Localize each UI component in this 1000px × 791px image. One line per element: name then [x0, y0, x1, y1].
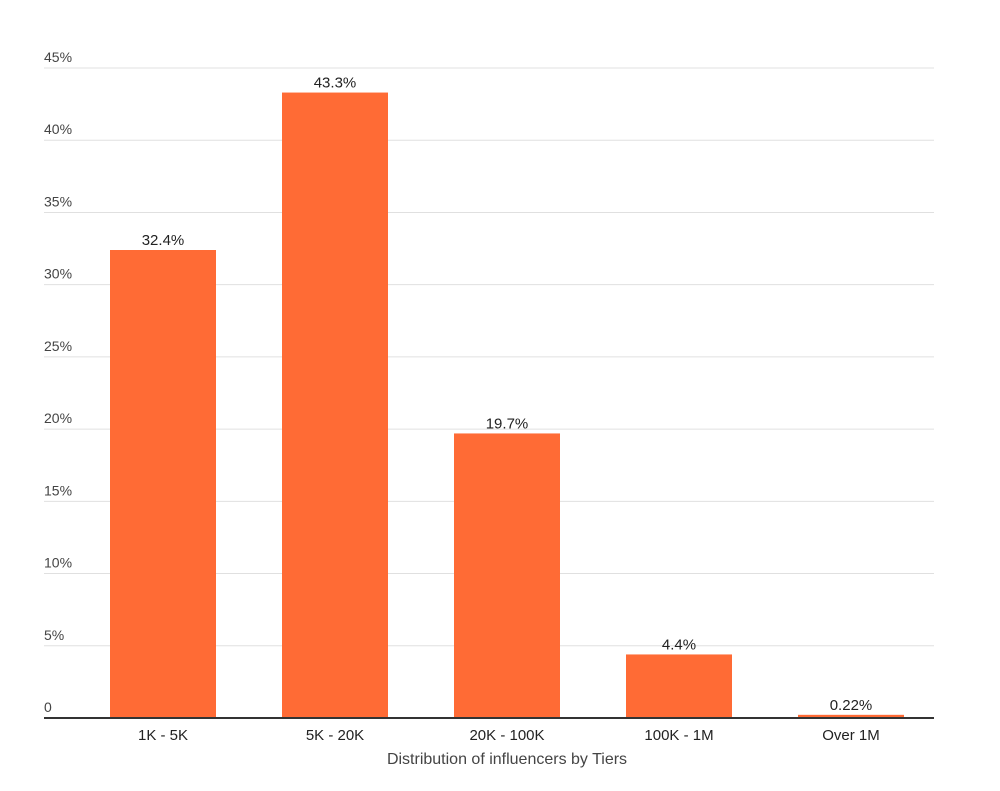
data-labels: 32.4% 43.3% 19.7% 4.4% 0.22%: [142, 75, 873, 714]
x-tick-label: 1K - 5K: [138, 727, 188, 744]
data-label: 32.4%: [142, 232, 185, 249]
y-tick-label: 35%: [44, 193, 72, 209]
bar: [110, 250, 216, 718]
y-tick-label: 15%: [44, 482, 72, 498]
data-label: 43.3%: [314, 75, 357, 92]
y-tick-label: 45%: [44, 49, 72, 65]
data-label: 19.7%: [486, 415, 529, 432]
y-tick-label: 0: [44, 699, 52, 715]
x-tick-label: 5K - 20K: [306, 727, 364, 744]
y-tick-label: 20%: [44, 410, 72, 426]
y-tick-label: 40%: [44, 121, 72, 137]
x-axis-title: Distribution of influencers by Tiers: [387, 751, 627, 768]
bars: [110, 92, 904, 719]
bar: [454, 433, 560, 718]
y-axis-ticks: 0 5% 10% 15% 20% 25% 30% 35% 40% 45%: [44, 49, 72, 715]
bar: [282, 92, 388, 719]
x-axis-ticks: 1K - 5K 5K - 20K 20K - 100K 100K - 1M Over 1…: [138, 727, 880, 744]
y-tick-label: 10%: [44, 555, 72, 571]
y-tick-label: 25%: [44, 338, 72, 354]
y-tick-label: 30%: [44, 266, 72, 282]
y-tick-label: 5%: [44, 627, 64, 643]
data-label: 4.4%: [662, 636, 696, 653]
bar: [626, 654, 732, 718]
x-tick-label: 100K - 1M: [644, 727, 713, 744]
x-tick-label: 20K - 100K: [469, 727, 544, 744]
bar: [798, 714, 904, 718]
x-tick-label: Over 1M: [822, 727, 880, 744]
data-label: 0.22%: [830, 697, 873, 714]
